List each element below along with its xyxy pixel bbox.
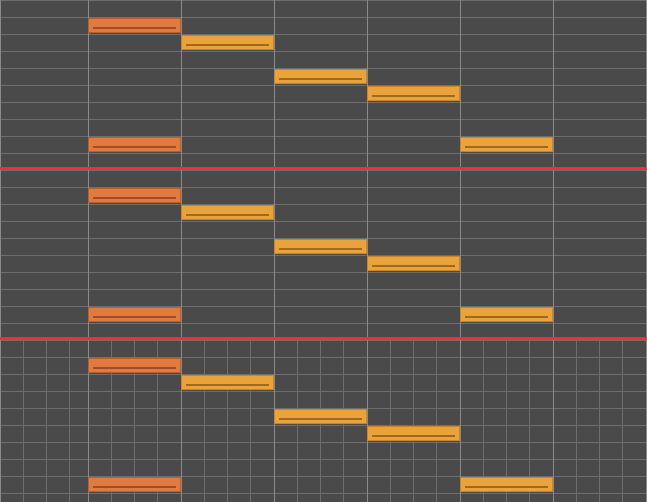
- row-line: [0, 221, 647, 222]
- midi-note[interactable]: [88, 307, 181, 322]
- note-velocity-bar: [465, 146, 548, 148]
- note-velocity-bar: [372, 95, 455, 97]
- row-line: [0, 119, 647, 120]
- note-velocity-bar: [279, 78, 362, 80]
- note-velocity-bar: [186, 44, 269, 46]
- row-line: [0, 153, 647, 154]
- row-line: [0, 102, 647, 103]
- row-line: [0, 459, 647, 460]
- midi-note[interactable]: [367, 426, 460, 441]
- grid-line: [46, 340, 47, 502]
- row-line: [0, 493, 647, 494]
- note-velocity-bar: [186, 384, 269, 386]
- midi-note[interactable]: [88, 477, 181, 492]
- grid-line: [204, 340, 205, 502]
- row-line: [0, 289, 647, 290]
- grid-line: [274, 0, 275, 170]
- grid-line: [367, 170, 368, 340]
- midi-note[interactable]: [88, 358, 181, 373]
- row-line: [0, 272, 647, 273]
- note-velocity-bar: [186, 214, 269, 216]
- midi-note[interactable]: [367, 256, 460, 271]
- note-velocity-bar: [93, 27, 176, 29]
- midi-note[interactable]: [181, 35, 274, 50]
- row-line: [0, 442, 647, 443]
- grid-line: [413, 340, 414, 502]
- row-line: [0, 85, 647, 86]
- note-velocity-bar: [465, 316, 548, 318]
- grid-line: [227, 340, 228, 502]
- note-velocity-bar: [279, 418, 362, 420]
- note-velocity-bar: [372, 435, 455, 437]
- row-line: [0, 391, 647, 392]
- note-velocity-bar: [465, 486, 548, 488]
- note-velocity-bar: [93, 146, 176, 148]
- grid-line: [0, 170, 1, 340]
- piano-roll[interactable]: [0, 0, 647, 502]
- row-line: [0, 255, 647, 256]
- midi-note[interactable]: [88, 188, 181, 203]
- grid-line: [181, 170, 182, 340]
- note-velocity-bar: [372, 265, 455, 267]
- midi-note[interactable]: [460, 307, 553, 322]
- midi-note[interactable]: [274, 239, 367, 254]
- row-line: [0, 0, 647, 1]
- grid-line: [0, 340, 1, 502]
- grid-line: [23, 340, 24, 502]
- note-velocity-bar: [93, 316, 176, 318]
- row-line: [0, 170, 647, 171]
- note-velocity-bar: [93, 486, 176, 488]
- midi-note[interactable]: [367, 86, 460, 101]
- grid-line: [390, 340, 391, 502]
- grid-line: [576, 340, 577, 502]
- midi-note[interactable]: [274, 409, 367, 424]
- grid-line: [553, 0, 554, 170]
- grid-line: [274, 170, 275, 340]
- midi-note[interactable]: [181, 375, 274, 390]
- row-line: [0, 323, 647, 324]
- note-velocity-bar: [279, 248, 362, 250]
- grid-line: [250, 340, 251, 502]
- row-line: [0, 34, 647, 35]
- grid-line: [553, 340, 554, 502]
- midi-note[interactable]: [460, 477, 553, 492]
- grid-line: [181, 340, 182, 502]
- grid-line: [622, 340, 623, 502]
- note-velocity-bar: [93, 367, 176, 369]
- midi-note[interactable]: [181, 205, 274, 220]
- grid-line: [0, 0, 1, 170]
- midi-note[interactable]: [88, 137, 181, 152]
- midi-note[interactable]: [88, 18, 181, 33]
- midi-note[interactable]: [274, 69, 367, 84]
- grid-line: [599, 340, 600, 502]
- grid-line: [181, 0, 182, 170]
- note-velocity-bar: [93, 197, 176, 199]
- row-line: [0, 51, 647, 52]
- grid-line: [367, 340, 368, 502]
- grid-line: [367, 0, 368, 170]
- midi-note[interactable]: [460, 137, 553, 152]
- grid-line: [69, 340, 70, 502]
- row-line: [0, 204, 647, 205]
- row-line: [0, 374, 647, 375]
- grid-line: [553, 170, 554, 340]
- grid-line: [436, 340, 437, 502]
- row-line: [0, 340, 647, 341]
- row-line: [0, 425, 647, 426]
